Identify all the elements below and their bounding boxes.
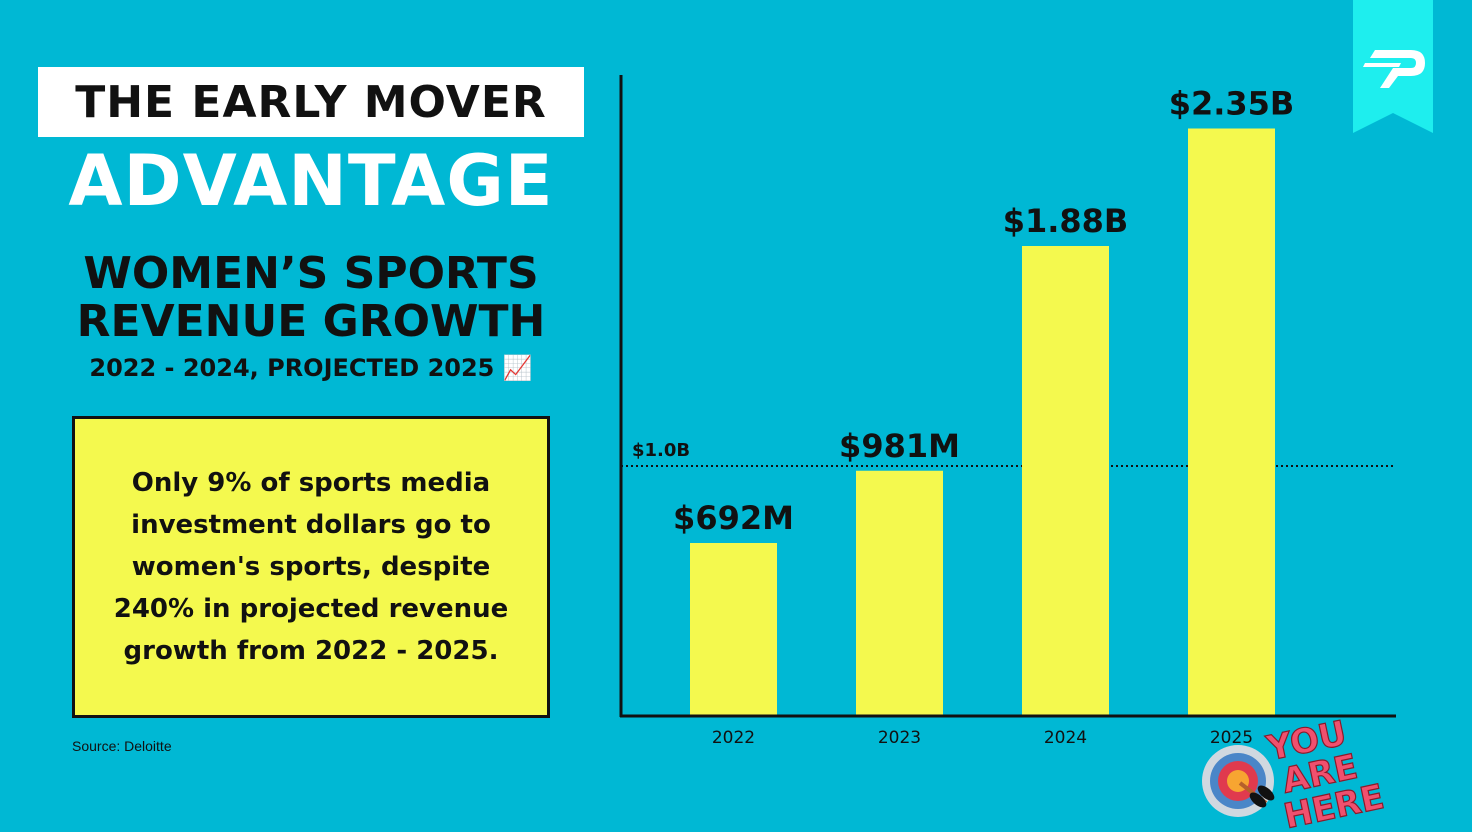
title-line2: ADVANTAGE: [68, 140, 554, 222]
target-icon: [1202, 745, 1275, 817]
bar-2023: [856, 470, 943, 716]
reference-line-label: $1.0B: [632, 440, 690, 461]
x-tick-label: 2023: [878, 728, 921, 748]
subtitle: WOMEN’S SPORTS REVENUE GROWTH: [38, 250, 584, 346]
callout-box: Only 9% of sports media investment dolla…: [72, 416, 550, 718]
x-tick-label: 2024: [1044, 728, 1087, 748]
source-note: Source: Deloitte: [72, 738, 172, 754]
subtitle-line3: 2022 - 2024, PROJECTED 2025 📈: [89, 354, 533, 382]
p-logo-icon: [1353, 0, 1433, 133]
bar-2022: [690, 543, 777, 716]
data-label: $692M: [673, 499, 794, 537]
bar-2024: [1022, 246, 1109, 716]
subtitle-line2: REVENUE GROWTH: [76, 296, 546, 347]
bar-2025: [1188, 128, 1275, 716]
subtitle-line1: WOMEN’S SPORTS: [83, 248, 539, 299]
title-line1: THE EARLY MOVER: [38, 67, 584, 137]
data-label: $1.88B: [1003, 202, 1129, 240]
badge-text: YOUAREHERE: [1263, 708, 1388, 832]
data-label: $981M: [839, 427, 960, 465]
x-tick-label: 2025: [1210, 728, 1253, 748]
data-label: $2.35B: [1169, 85, 1295, 123]
you-are-here-badge: YOUAREHERE: [1202, 708, 1388, 832]
callout-text: Only 9% of sports media investment dolla…: [113, 468, 509, 666]
x-tick-label: 2022: [712, 728, 755, 748]
